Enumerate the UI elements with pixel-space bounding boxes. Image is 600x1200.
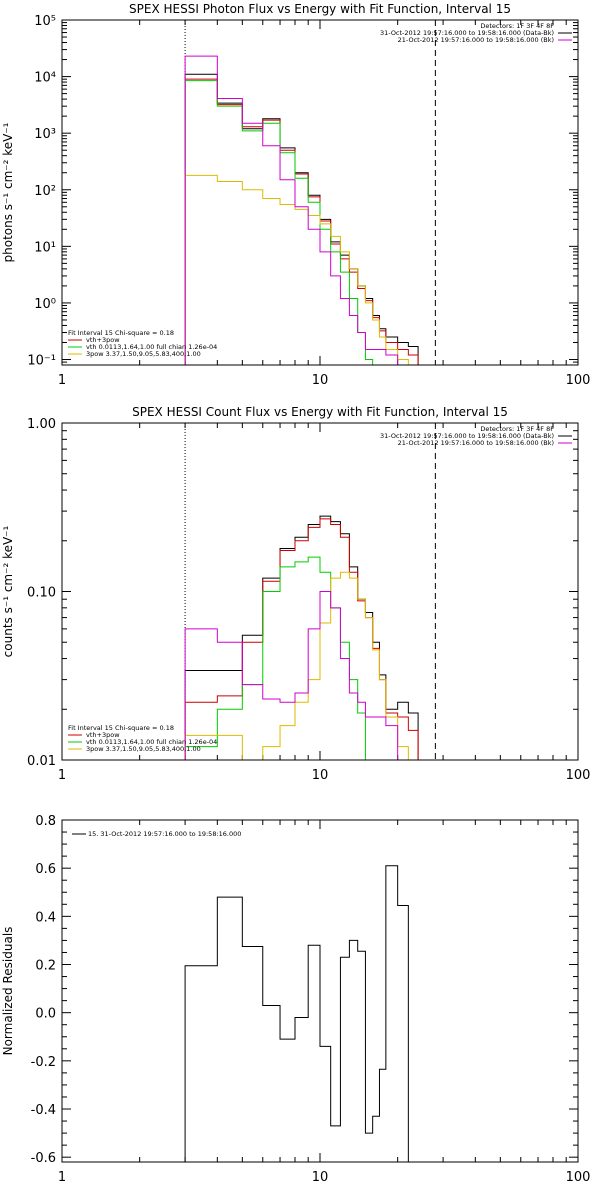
series-group (184, 865, 409, 1162)
chart-title: SPEX HESSI Count Flux vs Energy with Fit… (132, 405, 508, 419)
header-line: 21-Oct-2012 19:57:16.000 to 19:58:16.000… (398, 439, 554, 447)
y-tick-label: -0.6 (31, 1151, 56, 1166)
y-tick-label: 10⁰ (34, 297, 56, 312)
series-group (184, 55, 419, 365)
series-line-3 (184, 80, 419, 365)
y-tick-label: 1.00 (27, 417, 56, 432)
legend-line: Fit Interval 15 Chi-square = 0.18 (68, 329, 174, 337)
chart-panel-1: SPEX HESSI Photon Flux vs Energy with Fi… (1, 2, 590, 388)
header-line: 31-Oct-2012 19:57:16.000 to 19:58:16.000… (380, 432, 554, 440)
x-tick-label: 100 (566, 768, 591, 783)
x-tick-label: 10 (312, 373, 329, 388)
y-tick-label: -0.4 (31, 1103, 56, 1118)
x-tick-label: 1 (58, 373, 66, 388)
x-tick-label: 1 (58, 1170, 66, 1185)
x-tick-label: 1 (58, 768, 66, 783)
header-line: 31-Oct-2012 19:57:16.000 to 19:58:16.000… (380, 29, 554, 37)
legend-line: vth+3pow (86, 336, 120, 344)
x-tick-label: 100 (566, 1170, 591, 1185)
y-tick-label: 0.2 (35, 959, 56, 974)
plot-frame (61, 819, 579, 1163)
y-tick-label: 10⁻¹ (27, 354, 56, 369)
chart-title: SPEX HESSI Photon Flux vs Energy with Fi… (129, 2, 511, 16)
y-tick-label: -0.2 (31, 1055, 56, 1070)
chart-panel-3: Normalized Residuals 1 10 100 -0.6 -0.4 -0.2 0.… (1, 814, 590, 1185)
y-tick-label: 0.4 (35, 910, 56, 925)
y-tick-label: 0.8 (35, 814, 56, 829)
legend-line: 15. 31-Oct-2012 19:57:16.000 to 19:58:16… (88, 830, 241, 838)
x-tick-label: 100 (566, 373, 591, 388)
y-axis-label: Normalized Residuals (1, 927, 15, 1056)
y-tick-label: 10⁴ (34, 71, 56, 86)
legend-line: Fit Interval 15 Chi-square = 0.18 (68, 724, 174, 732)
y-tick-label: 0.10 (27, 586, 56, 601)
legend-line: vth+3pow (86, 731, 120, 739)
header-line: Detectors: 1F 3F 4F 8F (480, 22, 554, 30)
series-line-4 (184, 174, 419, 365)
y-tick-label: 10⁵ (34, 14, 56, 29)
legend-line: vth 0.0113,1.64,1.00 full chian 1.26e-04 (86, 738, 217, 746)
y-axis-label: photons s⁻¹ cm⁻² keV⁻¹ (1, 122, 15, 262)
y-tick-label: 10² (34, 184, 56, 199)
y-tick-label: 10¹ (34, 240, 56, 255)
header-line: 21-Oct-2012 19:57:16.000 to 19:58:16.000… (398, 36, 554, 44)
x-tick-label: 10 (312, 768, 329, 783)
y-tick-label: 10³ (34, 127, 56, 142)
series-line-1 (184, 865, 409, 1162)
chart-panel-2: SPEX HESSI Count Flux vs Energy with Fit… (1, 405, 590, 783)
legend-line: 3pow 3.37,1.50,9.05,5.83,400,1.00 (86, 745, 201, 753)
y-axis-label: counts s⁻¹ cm⁻² keV⁻¹ (1, 525, 15, 657)
series-line-5 (184, 55, 419, 365)
y-tick-label: 0.6 (35, 862, 56, 877)
y-tick-label: 0.01 (27, 754, 56, 769)
series-line-5 (184, 591, 419, 760)
header-line: Detectors: 1F 3F 4F 8F (480, 425, 554, 433)
x-tick-label: 10 (312, 1170, 329, 1185)
plot-frame (61, 19, 579, 366)
y-tick-label: 0.0 (35, 1007, 56, 1022)
legend-line: vth 0.0113,1.64,1.00 full chian 1.26e-04 (86, 343, 217, 351)
series-group (184, 515, 419, 760)
plot-frame (61, 422, 579, 761)
legend-line: 3pow 3.37,1.50,9.05,5.83,400,1.00 (86, 350, 201, 358)
